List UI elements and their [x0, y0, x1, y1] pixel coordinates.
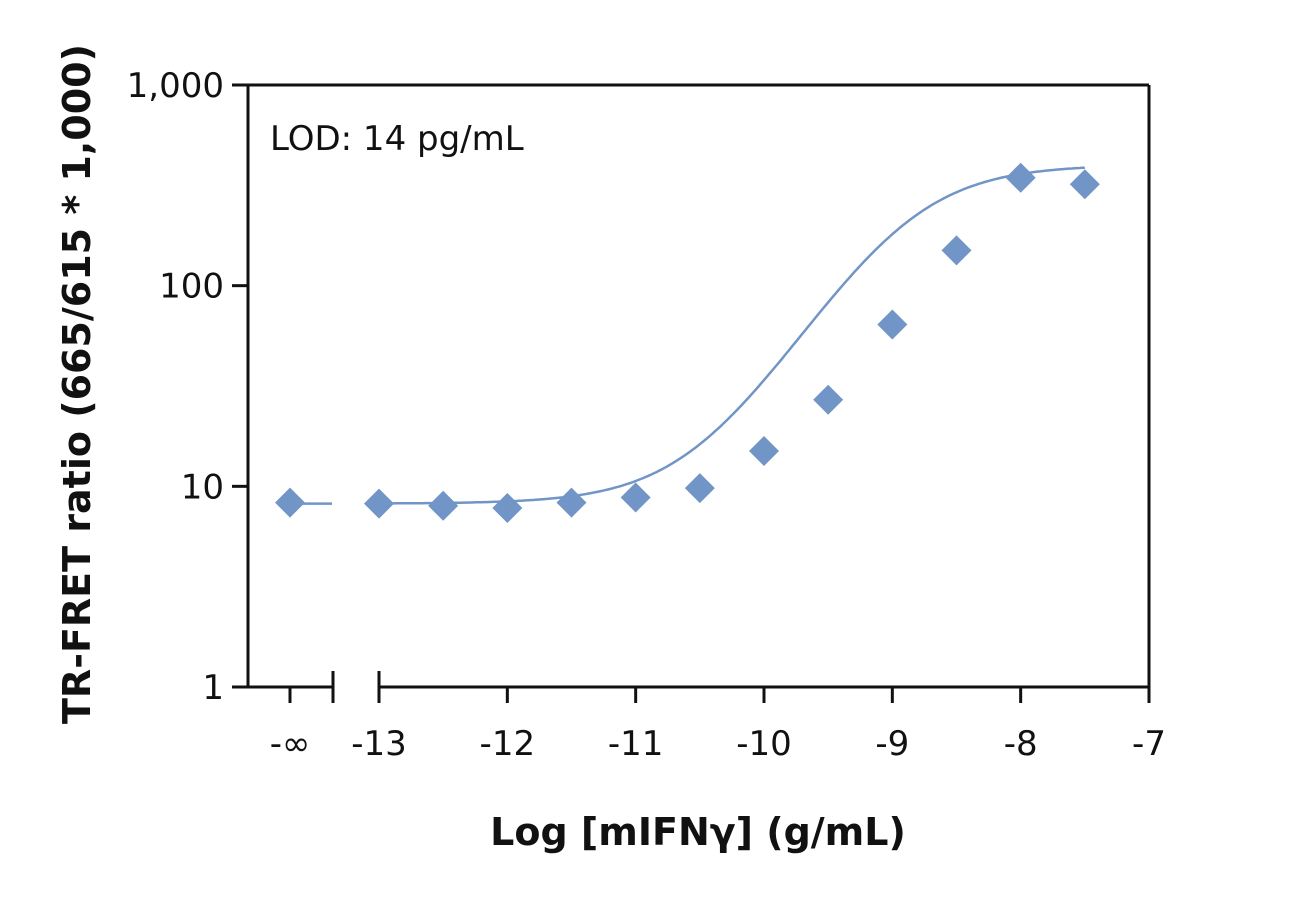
- y-axis-ticks: 1 10 100 1,000: [127, 66, 248, 708]
- data-point-diamond: [684, 473, 715, 504]
- data-point-diamond: [1069, 169, 1100, 200]
- y-tick-label: 10: [181, 467, 224, 507]
- data-point-diamond: [556, 487, 587, 518]
- x-tick-label: -11: [608, 724, 664, 764]
- fit-curve-group: [280, 166, 1085, 505]
- x-axis-title: Log [mIFNγ] (g/mL): [490, 810, 906, 854]
- data-point-diamond: [813, 384, 844, 415]
- lod-annotation: LOD: 14 pg/mL: [270, 119, 524, 159]
- data-point-diamond: [1005, 162, 1036, 193]
- x-tick-label: -12: [480, 724, 536, 764]
- x-tick-label: -13: [351, 724, 407, 764]
- data-point-diamond: [492, 492, 523, 523]
- x-tick-label: -8: [1004, 724, 1038, 764]
- y-tick-label: 1,000: [127, 66, 224, 106]
- y-tick-label: 1: [202, 668, 224, 708]
- data-point-diamond: [275, 487, 305, 518]
- data-point-diamond: [364, 488, 394, 519]
- data-point-diamond: [620, 482, 651, 513]
- data-point-diamond: [428, 490, 459, 521]
- x-axis-ticks: -∞ -13 -12 -11 -10 -9 -8 -7: [270, 687, 1166, 764]
- x-tick-label: -10: [736, 724, 792, 764]
- y-tick-label: 100: [159, 267, 224, 307]
- x-tick-label: -∞: [270, 724, 311, 764]
- fit-curve: [366, 166, 1085, 505]
- data-point-diamond: [749, 435, 779, 466]
- y-axis-title: TR-FRET ratio (665/615 * 1,000): [55, 44, 99, 724]
- x-tick-label: -9: [875, 724, 909, 764]
- x-tick-label: -7: [1132, 724, 1166, 764]
- data-point-group: [275, 162, 1100, 523]
- data-point-diamond: [877, 309, 908, 340]
- data-point-diamond: [941, 235, 972, 266]
